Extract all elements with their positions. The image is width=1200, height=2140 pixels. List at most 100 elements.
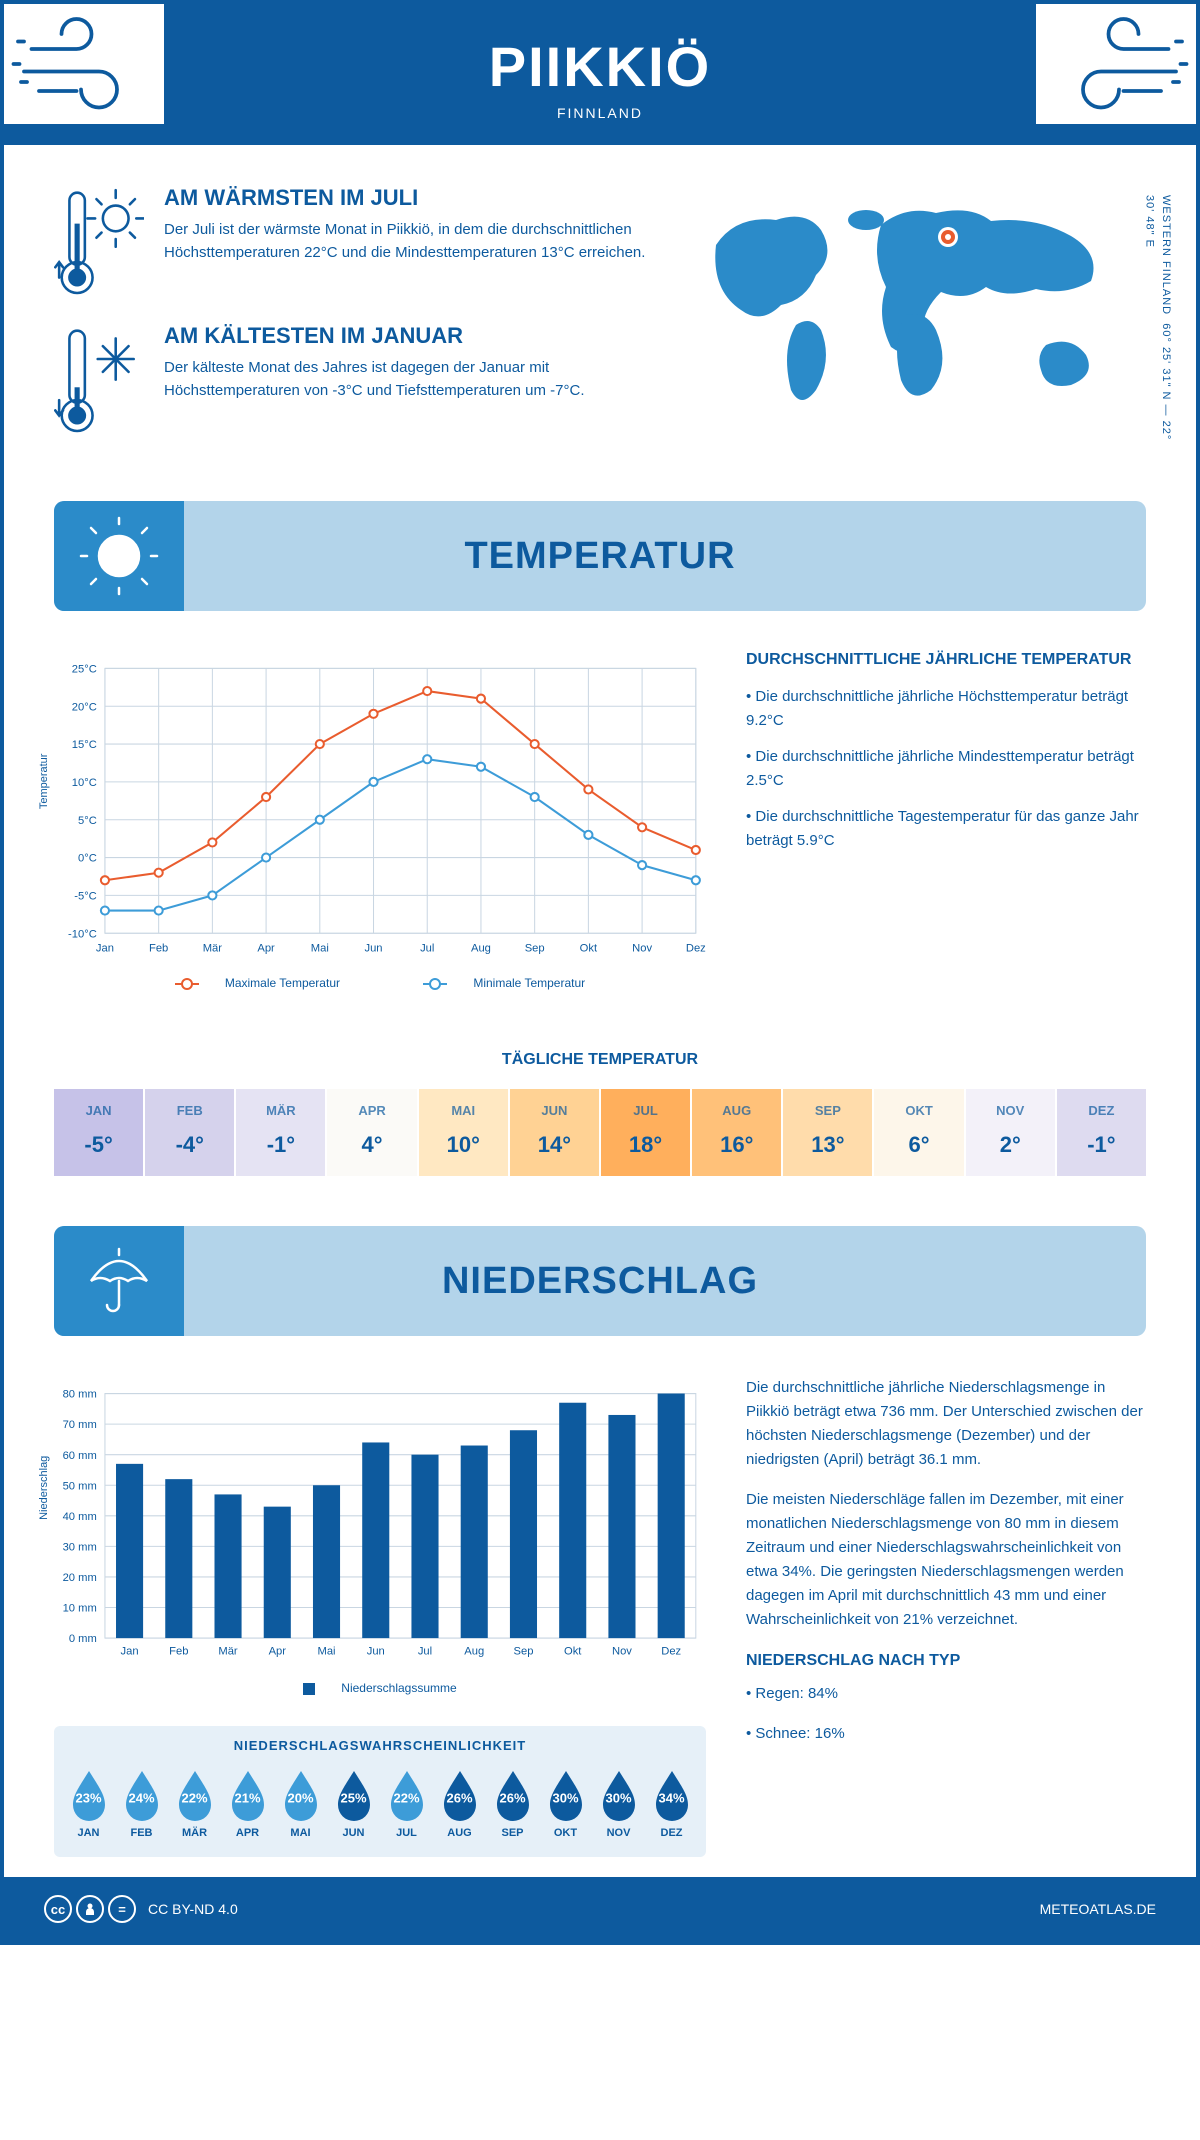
umbrella-icon [54,1226,184,1336]
daily-temp-cell: AUG16° [692,1089,781,1176]
precipitation-bar-chart: Niederschlag 0 mm10 mm20 mm30 mm40 mm50 … [54,1376,706,1716]
wind-icon-left [4,4,164,124]
daily-temp-cell: SEP13° [783,1089,872,1176]
svg-text:60 mm: 60 mm [63,1450,97,1462]
country-subtitle: FINNLAND [4,105,1196,121]
daily-temperature: TÄGLICHE TEMPERATUR JAN-5°FEB-4°MÄR-1°AP… [4,1031,1196,1216]
svg-text:Aug: Aug [464,1645,484,1657]
daily-temp-cell: OKT6° [874,1089,963,1176]
svg-text:25°C: 25°C [72,663,97,675]
daily-temp-cell: MÄR-1° [236,1089,325,1176]
precipitation-probability: NIEDERSCHLAGSWAHRSCHEINLICHKEIT 23%JAN24… [54,1726,706,1857]
temperature-title: TEMPERATUR [464,535,735,578]
world-map: WESTERN FINLAND 60° 25' 31" N — 22° 30' … [686,185,1146,461]
temperature-line-chart: Temperatur -10°C-5°C0°C5°C10°C15°C20°C25… [54,651,706,1011]
svg-text:10°C: 10°C [72,777,97,789]
daily-temp-cell: MAI10° [419,1089,508,1176]
temperature-section-header: TEMPERATUR [54,501,1146,611]
cc-icons: cc = [44,1895,136,1923]
rain-probability-drop: 25%JUN [329,1767,378,1839]
svg-text:Aug: Aug [471,943,491,955]
svg-text:Nov: Nov [612,1645,632,1657]
daily-temp-cell: NOV2° [966,1089,1055,1176]
daily-temp-cell: APR4° [327,1089,416,1176]
coordinates: WESTERN FINLAND 60° 25' 31" N — 22° 30' … [1141,195,1174,461]
rain-probability-drop: 30%NOV [594,1767,643,1839]
svg-text:10 mm: 10 mm [63,1603,97,1615]
daily-temp-cell: FEB-4° [145,1089,234,1176]
sun-icon [54,501,184,611]
svg-text:20 mm: 20 mm [63,1572,97,1584]
daily-temp-cell: JUL18° [601,1089,690,1176]
warmest-block: AM WÄRMSTEN IM JULI Der Juli ist der wär… [54,185,656,295]
svg-text:20°C: 20°C [72,701,97,713]
rain-probability-drop: 21%APR [223,1767,272,1839]
thermometer-cold-icon [54,323,144,433]
daily-temp-cell: JUN14° [510,1089,599,1176]
svg-text:Okt: Okt [580,943,598,955]
svg-text:Jul: Jul [418,1645,432,1657]
svg-text:Dez: Dez [661,1645,681,1657]
daily-temp-cell: DEZ-1° [1057,1089,1146,1176]
license-text: CC BY-ND 4.0 [148,1901,238,1917]
svg-text:Jun: Jun [367,1645,385,1657]
svg-text:5°C: 5°C [78,815,97,827]
svg-text:Dez: Dez [686,943,706,955]
temperature-info: DURCHSCHNITTLICHE JÄHRLICHE TEMPERATUR •… [746,651,1146,1011]
precipitation-info: Die durchschnittliche jährliche Niedersc… [746,1376,1146,1857]
coldest-text: Der kälteste Monat des Jahres ist dagege… [164,357,656,402]
rain-probability-drop: 34%DEZ [647,1767,696,1839]
svg-text:50 mm: 50 mm [63,1480,97,1492]
svg-text:Apr: Apr [269,1645,287,1657]
precipitation-title: NIEDERSCHLAG [442,1260,758,1303]
daily-temp-cell: JAN-5° [54,1089,143,1176]
rain-probability-drop: 20%MAI [276,1767,325,1839]
warmest-title: AM WÄRMSTEN IM JULI [164,185,656,211]
svg-text:15°C: 15°C [72,739,97,751]
svg-text:40 mm: 40 mm [63,1511,97,1523]
svg-text:Mai: Mai [318,1645,336,1657]
rain-probability-drop: 24%FEB [117,1767,166,1839]
svg-text:Sep: Sep [514,1645,534,1657]
site-name: METEOATLAS.DE [1040,1901,1156,1917]
infographic-page: PIIKKIÖ FINNLAND AM WÄRMSTEN IM JULI Der… [0,0,1200,1945]
svg-text:Sep: Sep [525,943,545,955]
footer: cc = CC BY-ND 4.0 METEOATLAS.DE [4,1877,1196,1941]
svg-text:70 mm: 70 mm [63,1419,97,1431]
thermometer-hot-icon [54,185,144,295]
intro-section: AM WÄRMSTEN IM JULI Der Juli ist der wär… [4,145,1196,491]
svg-text:Mai: Mai [311,943,329,955]
svg-text:Jan: Jan [96,943,114,955]
header: PIIKKIÖ FINNLAND [4,4,1196,145]
wind-icon-right [1036,4,1196,124]
svg-text:Jan: Jan [121,1645,139,1657]
bar-chart-legend: Niederschlagssumme [54,1681,706,1695]
svg-text:-10°C: -10°C [68,928,97,940]
rain-probability-drop: 26%AUG [435,1767,484,1839]
precipitation-section-header: NIEDERSCHLAG [54,1226,1146,1336]
coldest-title: AM KÄLTESTEN IM JANUAR [164,323,656,349]
svg-text:Feb: Feb [169,1645,188,1657]
rain-probability-drop: 26%SEP [488,1767,537,1839]
rain-probability-drop: 22%JUL [382,1767,431,1839]
svg-text:Apr: Apr [257,943,275,955]
svg-text:Okt: Okt [564,1645,582,1657]
svg-text:Jul: Jul [420,943,434,955]
city-title: PIIKKIÖ [4,34,1196,99]
svg-text:0 mm: 0 mm [69,1633,97,1645]
svg-text:30 mm: 30 mm [63,1541,97,1553]
rain-probability-drop: 22%MÄR [170,1767,219,1839]
svg-text:0°C: 0°C [78,853,97,865]
svg-text:Nov: Nov [632,943,652,955]
warmest-text: Der Juli ist der wärmste Monat in Piikki… [164,219,656,264]
svg-text:Jun: Jun [364,943,382,955]
svg-text:Mär: Mär [203,943,223,955]
coldest-block: AM KÄLTESTEN IM JANUAR Der kälteste Mona… [54,323,656,433]
line-chart-legend: Maximale Temperatur Minimale Temperatur [54,976,706,990]
svg-text:80 mm: 80 mm [63,1389,97,1401]
rain-probability-drop: 30%OKT [541,1767,590,1839]
svg-text:Mär: Mär [218,1645,238,1657]
svg-text:-5°C: -5°C [74,890,97,902]
rain-probability-drop: 23%JAN [64,1767,113,1839]
svg-text:Feb: Feb [149,943,168,955]
